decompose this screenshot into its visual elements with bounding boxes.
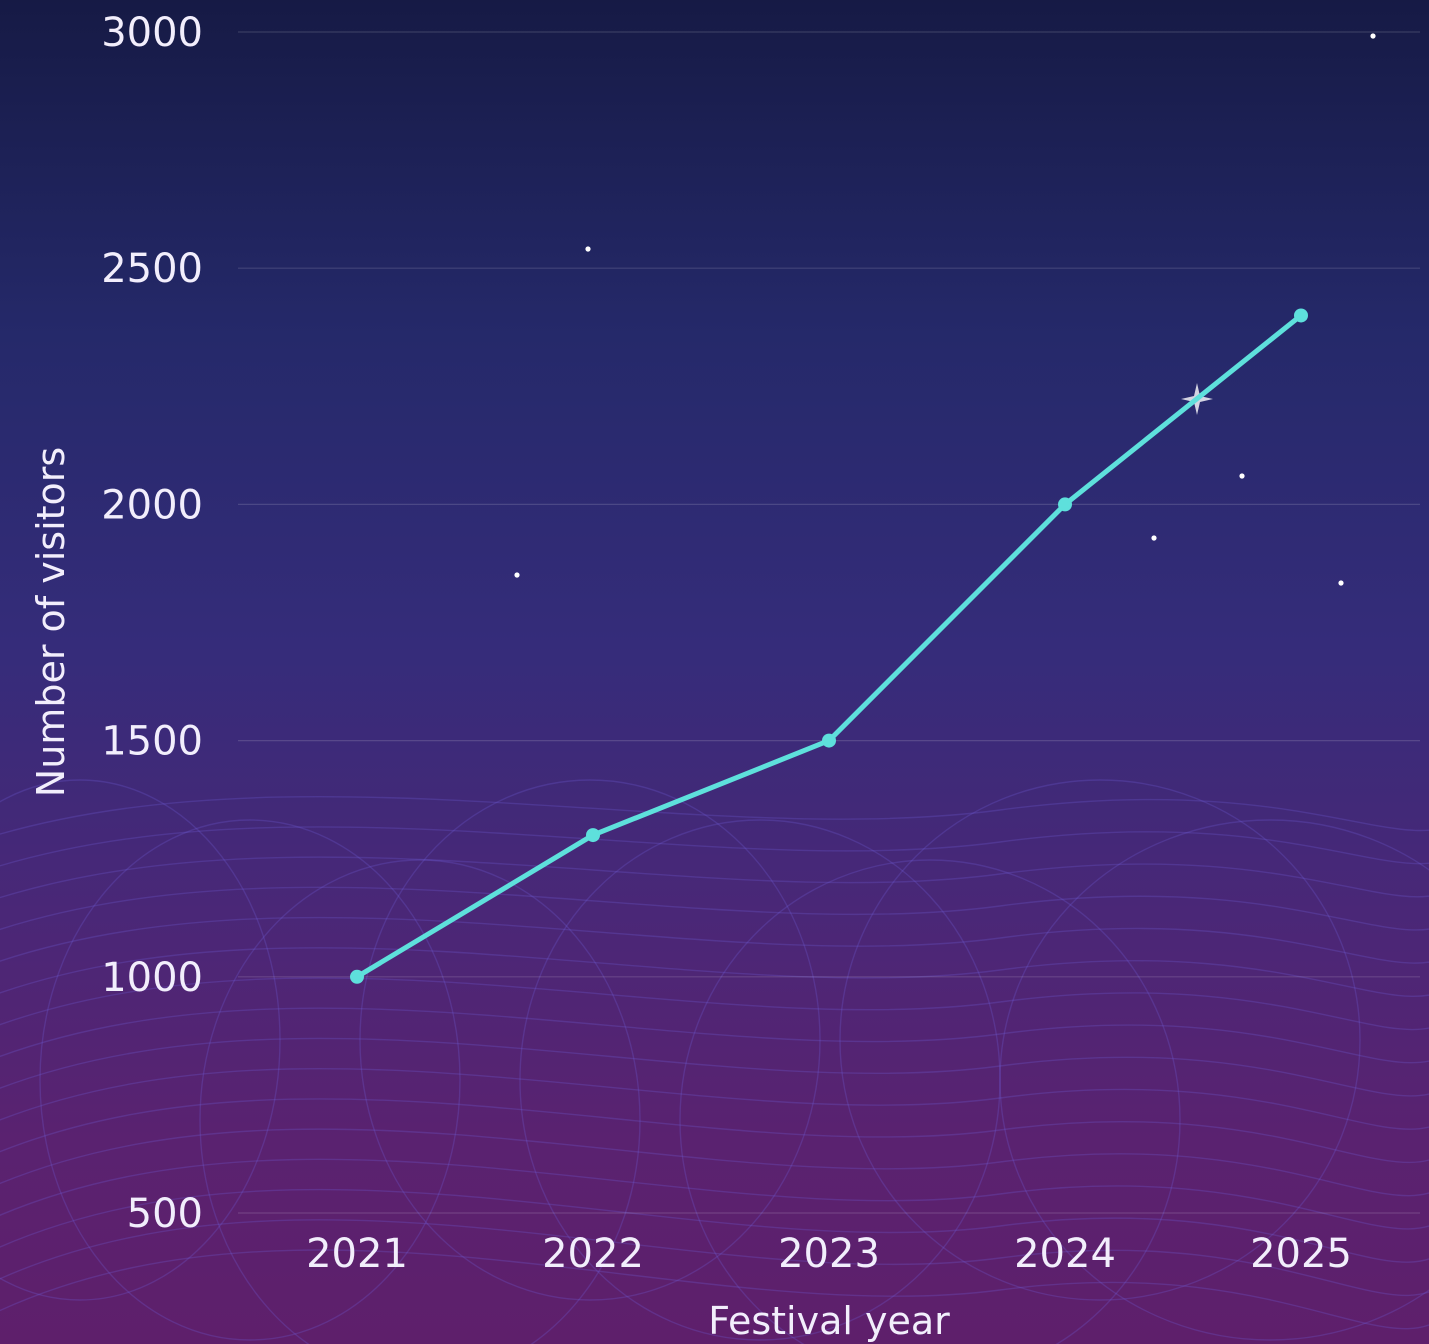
y-tick-label: 1500 (101, 719, 203, 765)
background-wave (0, 1128, 1429, 1197)
x-tick-label: 2022 (542, 1231, 644, 1277)
background-wave (199, 859, 641, 1344)
data-point (586, 828, 600, 843)
star (1239, 473, 1245, 479)
background-wave (0, 1037, 1429, 1097)
x-axis-ticks: 2021 2022 2023 2024 2025 (306, 1231, 1352, 1277)
data-point (822, 733, 836, 748)
data-point (1294, 308, 1308, 323)
background-wave (519, 819, 1001, 1341)
background-wave (0, 1158, 1429, 1230)
y-tick-label: 2000 (101, 482, 203, 528)
x-tick-label: 2021 (306, 1231, 408, 1277)
y-tick-label: 1000 (101, 955, 203, 1001)
star (514, 572, 520, 578)
x-tick-label: 2024 (1014, 1231, 1116, 1277)
x-tick-label: 2025 (1250, 1231, 1352, 1277)
x-axis-label: Festival year (708, 1299, 950, 1343)
y-axis-ticks: 500 1000 1500 2000 2500 3000 (101, 10, 203, 1237)
x-tick-label: 2023 (778, 1231, 880, 1277)
y-tick-label: 500 (127, 1191, 203, 1237)
background-wave (0, 1067, 1429, 1130)
background-wave (0, 856, 1429, 899)
star (1151, 535, 1157, 541)
background-wave (0, 977, 1429, 1031)
background-wave (39, 819, 461, 1341)
data-point (1058, 497, 1072, 512)
background-wave (0, 1249, 1429, 1330)
background-wave (0, 826, 1429, 867)
series-group (350, 308, 1308, 984)
gridlines (238, 31, 1420, 1214)
background-wave (0, 795, 1429, 835)
background-wave (999, 819, 1429, 1341)
background-wave (0, 1188, 1429, 1263)
background-wave (0, 1219, 1429, 1297)
background-wave (0, 779, 281, 1301)
background-wave (0, 1007, 1429, 1064)
background-wave (0, 947, 1429, 997)
star (1338, 580, 1344, 586)
star (1370, 33, 1376, 39)
background-wave (679, 859, 1181, 1344)
background-wave (359, 779, 821, 1301)
y-tick-label: 3000 (101, 10, 203, 56)
y-tick-label: 2500 (101, 246, 203, 292)
star (585, 246, 591, 252)
background-wave (0, 916, 1429, 964)
y-axis-label: Number of visitors (29, 447, 73, 797)
background-wave (839, 779, 1361, 1301)
data-point (350, 969, 364, 984)
background-decoration (0, 33, 1429, 1344)
background-wave (0, 886, 1429, 931)
background-wave (0, 1098, 1429, 1164)
